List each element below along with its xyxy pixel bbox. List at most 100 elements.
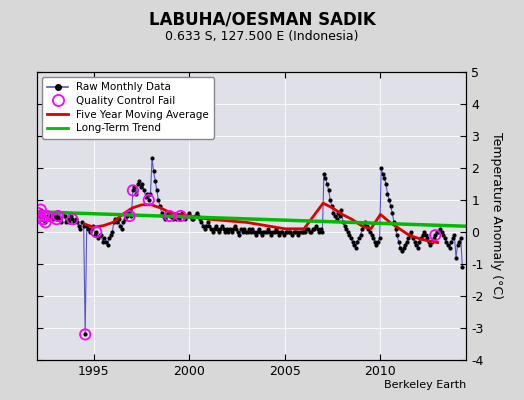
Point [116, 222, 124, 229]
Point [259, 229, 268, 235]
Point [192, 210, 201, 216]
Point [434, 229, 443, 235]
Point [213, 226, 222, 232]
Point [421, 232, 430, 238]
Point [41, 219, 50, 226]
Point [102, 238, 110, 245]
Point [103, 242, 112, 248]
Point [393, 232, 401, 238]
Point [348, 238, 357, 245]
Point [35, 213, 43, 219]
Point [355, 235, 363, 242]
Point [84, 226, 93, 232]
Point [178, 210, 187, 216]
Point [186, 213, 194, 219]
Point [57, 219, 66, 226]
Point [342, 226, 351, 232]
Point [137, 184, 145, 190]
Point [316, 226, 325, 232]
Point [409, 235, 417, 242]
Point [199, 222, 207, 229]
Point [404, 235, 412, 242]
Point [455, 238, 463, 245]
Point [91, 232, 99, 238]
Point [59, 210, 67, 216]
Point [177, 213, 185, 219]
Point [125, 206, 134, 213]
Point [444, 242, 452, 248]
Point [197, 219, 205, 226]
Point [76, 226, 84, 232]
Point [442, 238, 451, 245]
Point [221, 229, 230, 235]
Point [68, 216, 77, 222]
Point [206, 226, 215, 232]
Point [305, 229, 314, 235]
Point [419, 232, 427, 238]
Text: 0.633 S, 127.500 E (Indonesia): 0.633 S, 127.500 E (Indonesia) [165, 30, 359, 43]
Point [367, 232, 376, 238]
Point [417, 235, 425, 242]
Point [33, 210, 41, 216]
Point [138, 181, 147, 187]
Point [54, 213, 62, 219]
Point [143, 190, 151, 197]
Point [353, 238, 362, 245]
Point [318, 229, 326, 235]
Point [81, 331, 90, 338]
Point [292, 229, 301, 235]
Point [401, 242, 409, 248]
Point [378, 171, 387, 178]
Point [162, 213, 170, 219]
Point [223, 226, 231, 232]
Text: LABUHA/OESMAN SADIK: LABUHA/OESMAN SADIK [149, 10, 375, 28]
Point [170, 213, 179, 219]
Point [124, 210, 133, 216]
Point [75, 222, 83, 229]
Point [123, 213, 131, 219]
Point [229, 226, 237, 232]
Point [200, 226, 209, 232]
Point [374, 238, 382, 245]
Point [274, 229, 282, 235]
Point [111, 216, 119, 222]
Point [337, 206, 346, 213]
Point [288, 232, 296, 238]
Point [180, 213, 188, 219]
Point [439, 232, 447, 238]
Point [247, 229, 255, 235]
Point [329, 210, 337, 216]
Point [240, 226, 248, 232]
Point [294, 232, 303, 238]
Point [41, 219, 50, 226]
Point [166, 213, 174, 219]
Point [224, 229, 233, 235]
Point [114, 216, 123, 222]
Point [326, 197, 334, 203]
Point [340, 222, 348, 229]
Point [159, 213, 167, 219]
Point [81, 331, 90, 338]
Point [347, 235, 355, 242]
Point [369, 235, 377, 242]
Point [334, 210, 342, 216]
Point [172, 216, 180, 222]
Y-axis label: Temperature Anomaly (°C): Temperature Anomaly (°C) [490, 132, 503, 300]
Point [398, 248, 406, 254]
Point [54, 213, 62, 219]
Point [39, 213, 48, 219]
Point [166, 213, 174, 219]
Point [235, 232, 244, 238]
Point [37, 206, 45, 213]
Point [358, 226, 366, 232]
Point [370, 238, 379, 245]
Point [215, 229, 223, 235]
Point [151, 178, 159, 184]
Point [277, 229, 285, 235]
Point [402, 238, 411, 245]
Text: Berkeley Earth: Berkeley Earth [384, 380, 466, 390]
Point [264, 226, 272, 232]
Point [141, 194, 150, 200]
Point [129, 187, 137, 194]
Point [359, 222, 368, 229]
